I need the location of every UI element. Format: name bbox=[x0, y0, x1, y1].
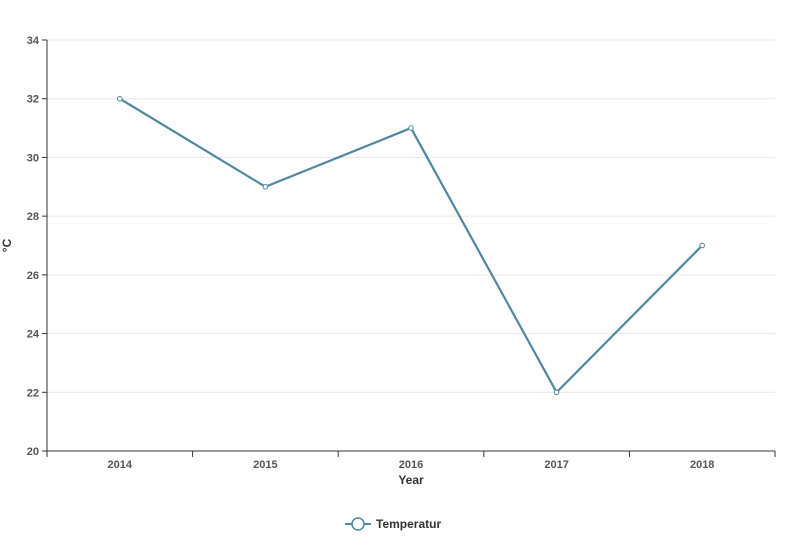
data-point[interactable] bbox=[262, 183, 269, 190]
data-point[interactable] bbox=[408, 125, 414, 131]
x-tick-label: 2014 bbox=[108, 459, 133, 471]
x-axis-title: Year bbox=[398, 473, 424, 487]
data-point[interactable] bbox=[699, 242, 706, 249]
y-tick-label: 30 bbox=[27, 152, 39, 164]
x-tick-label: 2016 bbox=[399, 459, 423, 471]
y-tick-label: 22 bbox=[27, 387, 39, 399]
y-tick-label: 32 bbox=[27, 94, 39, 106]
data-point[interactable] bbox=[117, 95, 123, 102]
y-tick-label: 24 bbox=[27, 329, 40, 341]
series-line bbox=[119, 97, 703, 394]
data-point[interactable] bbox=[553, 389, 560, 396]
x-tick-label: 2018 bbox=[690, 459, 714, 471]
x-tick-label: 2015 bbox=[253, 459, 277, 471]
x-tick-labels: 2014 2015 2016 2017 2018 bbox=[46, 451, 776, 471]
y-tick-label: 26 bbox=[27, 270, 39, 282]
series-group bbox=[117, 95, 706, 396]
y-tick-label: 20 bbox=[27, 446, 39, 458]
y-tick-label: 28 bbox=[27, 211, 39, 223]
legend-label: Temperatur bbox=[376, 517, 441, 531]
grid-lines bbox=[47, 39, 775, 393]
legend[interactable]: Temperatur bbox=[345, 517, 441, 531]
y-axis-title: °C bbox=[0, 238, 14, 252]
y-tick-labels: 20 22 24 26 28 30 32 34 bbox=[27, 35, 47, 458]
x-tick-label: 2017 bbox=[544, 459, 568, 471]
legend-marker-icon bbox=[351, 517, 365, 531]
y-tick-label: 34 bbox=[27, 35, 40, 47]
